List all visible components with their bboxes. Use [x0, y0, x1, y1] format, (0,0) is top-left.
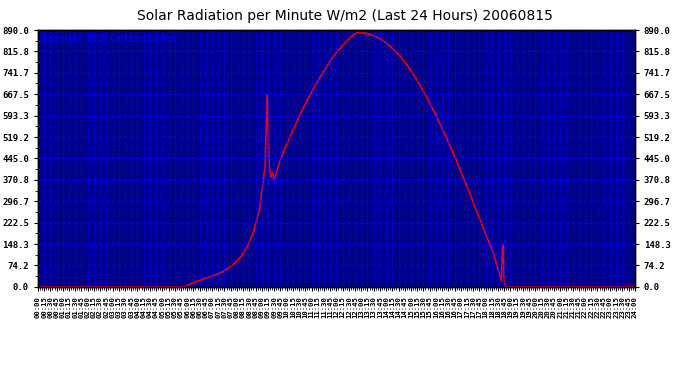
Text: Solar Radiation per Minute W/m2 (Last 24 Hours) 20060815: Solar Radiation per Minute W/m2 (Last 24…: [137, 9, 553, 23]
Text: Copyright 2006 Cartronics.com: Copyright 2006 Cartronics.com: [41, 34, 175, 43]
